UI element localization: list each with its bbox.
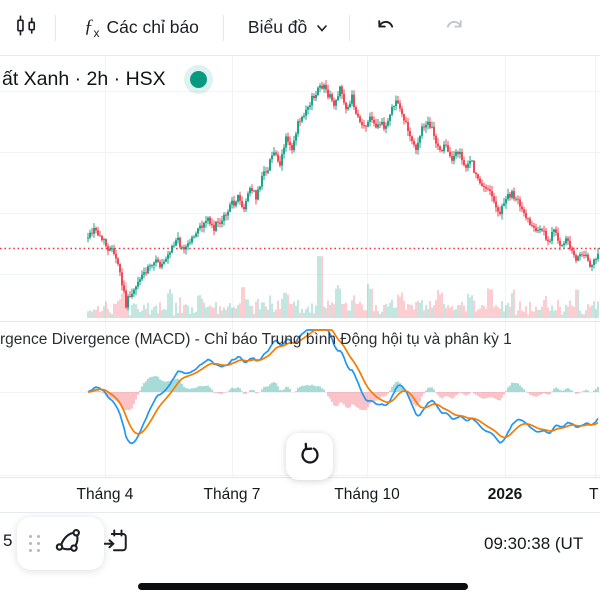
reset-chart-button[interactable]	[286, 433, 333, 480]
chart-menu-button[interactable]: Biểu đồ	[238, 8, 339, 48]
chevron-down-icon	[315, 21, 329, 35]
drawing-tool-icon[interactable]	[52, 524, 86, 563]
indicators-button[interactable]: ƒx Các chỉ báo	[74, 8, 209, 48]
chart-menu-label: Biểu đồ	[247, 17, 308, 37]
go-to-date-icon[interactable]	[101, 527, 131, 562]
symbol-title: ất Xanh · 2h · HSX	[2, 68, 166, 90]
fx-icon: ƒx	[84, 15, 100, 40]
undo-button[interactable]	[360, 8, 412, 48]
toolbar-divider	[222, 14, 224, 41]
home-indicator-bar[interactable]	[138, 583, 468, 590]
footer-area: 5	[0, 513, 600, 600]
candlestick-icon	[14, 13, 39, 43]
market-status-dot-icon	[189, 71, 207, 88]
axis-tick: Tháng 4	[76, 486, 134, 503]
axis-tick: T	[589, 486, 599, 503]
axis-tick: Tháng 7	[203, 486, 261, 503]
axis-tick: Tháng 10	[334, 486, 400, 503]
redo-icon	[442, 13, 466, 42]
drawing-tools-pill[interactable]	[17, 517, 104, 570]
macd-indicator-label[interactable]: rgence Divergence (MACD) - Chỉ báo Trung…	[0, 331, 512, 348]
toolbar-divider	[55, 14, 56, 41]
axis-tick-year: 2026	[487, 486, 523, 503]
symbol-header[interactable]: ất Xanh · 2h · HSX	[2, 68, 207, 91]
indicators-label: Các chỉ báo	[106, 17, 199, 37]
clock-timestamp[interactable]: 09:30:38 (UT	[484, 534, 584, 553]
toolbar-divider	[349, 14, 351, 41]
chart-type-button[interactable]	[0, 8, 49, 48]
redo-button[interactable]	[428, 8, 480, 48]
interval-partial-text: 5	[3, 531, 13, 550]
top-toolbar: ƒx Các chỉ báo Biểu đồ	[0, 0, 600, 56]
reset-arrow-icon	[297, 441, 323, 472]
time-axis[interactable]: Tháng 4 Tháng 7 Tháng 10 2026 T	[0, 477, 600, 513]
price-macd-chart[interactable]	[0, 56, 600, 480]
undo-icon	[374, 13, 398, 42]
drag-handle-icon[interactable]	[29, 534, 41, 553]
